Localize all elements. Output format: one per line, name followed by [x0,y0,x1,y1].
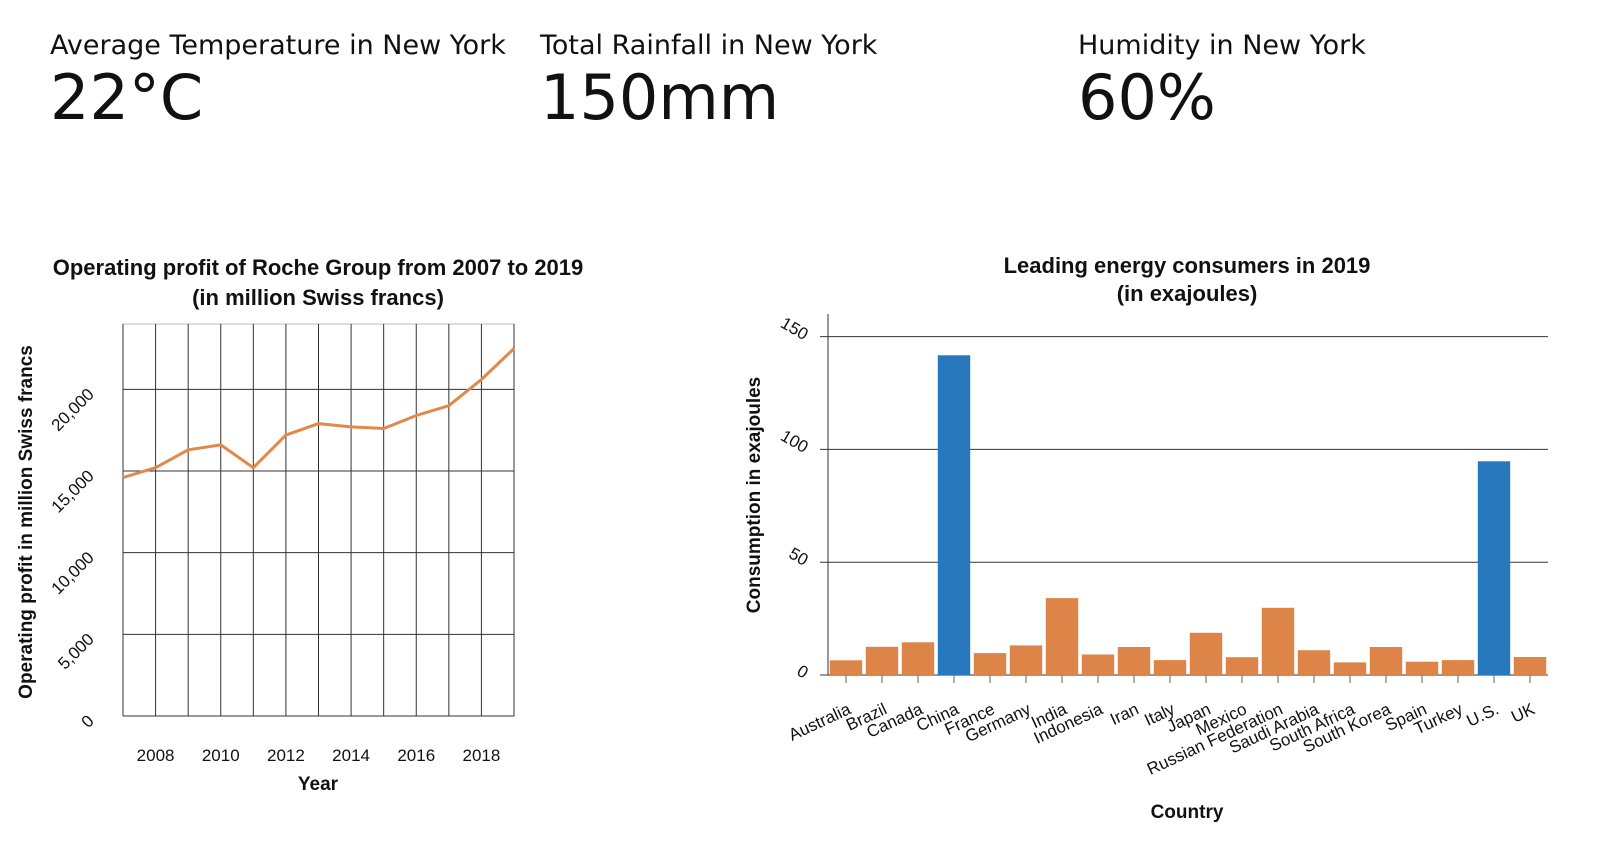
bar-chart-x-axis-title: Country [1151,802,1224,823]
bar-saudi-arabia [1297,650,1331,675]
bar-brazil [865,646,899,675]
bar-chart-y-tick-label: 50 [786,544,812,570]
bar-chart-subtitle: (in exajoules) [1117,281,1258,306]
bar-russian-federation [1261,607,1295,675]
bar-chart-y-tick-label: 100 [777,426,811,457]
line-chart-series-line [122,347,516,479]
line-chart-y-tick-label: 5,000 [54,630,98,674]
line-chart-y-tick-label: 0 [78,711,98,731]
line-chart-x-tick-label: 2012 [267,746,305,765]
line-chart-x-tick-label: 2014 [332,746,370,765]
kpi-temperature-value: 22°C [50,61,204,134]
bar-japan [1189,632,1223,675]
bar-indonesia [1081,654,1115,675]
kpi-humidity-label: Humidity in New York [1078,30,1366,61]
roche-profit-line-chart: Operating profit of Roche Group from 200… [16,255,583,795]
bar-chart-x-tick-label: U.S. [1464,699,1502,730]
line-chart-x-tick-label: 2010 [202,746,240,765]
kpi-temperature: Average Temperature in New York 22°C [50,30,506,129]
kpi-rainfall-value: 150mm [540,61,780,134]
bar-chart-x-tick-label: Australia [786,699,854,744]
line-chart-x-tick-label: 2016 [397,746,435,765]
bar-germany [1009,645,1043,675]
bar-italy [1153,660,1187,675]
line-chart-y-tick-label: 10,000 [48,548,98,598]
line-chart-x-tick-label: 2018 [463,746,501,765]
bar-chart-x-tick-label: UK [1508,699,1538,726]
bar-u-s [1477,461,1511,675]
kpi-temperature-label: Average Temperature in New York [50,30,506,61]
bar-chart-y-tick-label: 0 [794,661,812,682]
line-chart-x-tick-label: 2008 [137,746,175,765]
line-chart-y-tick-label: 15,000 [48,466,98,516]
bar-spain [1405,661,1439,675]
bar-turkey [1441,660,1475,675]
line-chart-x-axis-title: Year [298,774,339,795]
bar-iran [1117,647,1151,675]
bar-south-korea [1369,647,1403,675]
bar-chart-y-axis-title: Consumption in exajoules [744,377,765,613]
line-chart-title: Operating profit of Roche Group from 200… [53,255,584,280]
bar-chart-title: Leading energy consumers in 2019 [1004,253,1371,278]
kpi-humidity-value: 60% [1078,61,1216,134]
energy-consumers-bar-chart: Leading energy consumers in 2019 (in exa… [744,253,1548,823]
bar-mexico [1225,657,1259,675]
bar-chart-y-tick-label: 150 [777,313,811,344]
bar-south-africa [1333,662,1367,675]
kpi-humidity: Humidity in New York 60% [1078,30,1366,129]
kpi-rainfall: Total Rainfall in New York 150mm [540,30,877,129]
bar-china [937,355,971,675]
line-chart-subtitle: (in million Swiss francs) [192,285,444,310]
line-chart-y-tick-label: 20,000 [48,385,98,435]
bar-india [1045,598,1079,675]
bar-chart-x-tick-label: Iran [1107,699,1142,729]
bar-france [973,653,1007,675]
bar-australia [829,660,863,675]
bar-canada [901,642,935,675]
kpi-rainfall-label: Total Rainfall in New York [540,30,878,61]
bar-uk [1513,657,1547,675]
line-chart-y-axis-title: Operating profit in million Swiss francs [16,345,37,699]
